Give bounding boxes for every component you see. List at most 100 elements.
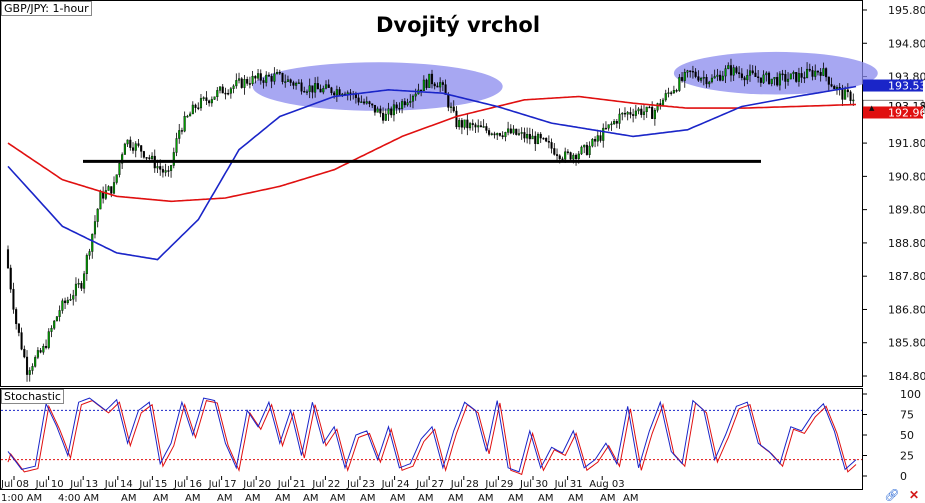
candle-body xyxy=(373,104,376,113)
x-date-label: Jul 16 xyxy=(173,479,202,490)
candle-body xyxy=(382,112,385,121)
candle-body xyxy=(449,106,453,108)
last-price-label: 192.96 xyxy=(888,106,925,119)
candle-body xyxy=(194,104,197,108)
candle-body xyxy=(384,113,387,121)
candle-body xyxy=(167,170,170,172)
candle-body xyxy=(670,92,673,94)
candle-body xyxy=(604,127,607,130)
candle-body xyxy=(594,139,597,142)
candle-body xyxy=(267,74,270,77)
candle-body xyxy=(838,87,841,89)
candle-body xyxy=(131,147,135,151)
candle-body xyxy=(66,299,69,304)
candle-body xyxy=(430,73,434,85)
candle-body xyxy=(825,68,828,78)
candle-body xyxy=(276,72,279,75)
candle-body xyxy=(553,148,556,155)
candle-body xyxy=(577,153,580,160)
candle-body xyxy=(621,112,624,115)
candle-body xyxy=(526,133,529,139)
double-top-ellipse xyxy=(252,62,503,111)
candle-body xyxy=(50,328,53,332)
candle-body xyxy=(303,91,306,93)
candle-body xyxy=(379,108,382,114)
candle-body xyxy=(142,151,145,158)
candle-body xyxy=(199,98,203,109)
candle-body xyxy=(708,81,711,85)
candle-body xyxy=(710,77,713,83)
candle-body xyxy=(121,154,124,164)
candle-body xyxy=(363,101,366,104)
candle-body xyxy=(324,84,328,89)
x-time-label: AM xyxy=(418,493,433,503)
price-tick-label: 188.80 xyxy=(888,237,925,250)
candle-body xyxy=(137,143,140,146)
candle-body xyxy=(732,67,735,76)
double-top-ellipse xyxy=(673,51,878,95)
candle-body xyxy=(811,70,814,77)
candle-body xyxy=(539,133,542,139)
candle-body xyxy=(47,331,50,348)
candle-body xyxy=(398,107,401,110)
candle-body xyxy=(118,162,121,175)
candle-body xyxy=(314,83,317,93)
ma-fast-line xyxy=(7,85,857,261)
x-date-label: Jul 22 xyxy=(311,479,340,490)
candle-body xyxy=(738,72,741,74)
stoch-k-line xyxy=(7,397,857,473)
candle-body xyxy=(99,191,102,210)
candle-body xyxy=(208,100,211,104)
x-date-label: Jul 27 xyxy=(415,479,444,490)
candle-body xyxy=(830,84,833,87)
x-time-label: AM xyxy=(390,493,405,503)
candle-body xyxy=(656,103,659,111)
link-icon[interactable]: 🔗︎ xyxy=(884,488,900,502)
candle-body xyxy=(618,113,621,124)
candle-body xyxy=(852,99,855,102)
candle-body xyxy=(409,101,412,103)
candle-body xyxy=(322,88,325,93)
candle-body xyxy=(145,157,148,159)
candle-body xyxy=(425,79,428,88)
candle-body xyxy=(338,89,341,95)
candle-body xyxy=(414,93,417,97)
candle-body xyxy=(469,123,472,129)
candle-body xyxy=(265,74,268,83)
candle-body xyxy=(333,92,336,96)
x-time-label: AM xyxy=(568,493,583,503)
candle-body xyxy=(36,350,39,358)
candle-body xyxy=(667,92,670,94)
close-icon[interactable]: ✕ xyxy=(908,488,919,502)
candle-body xyxy=(591,139,594,147)
candle-body xyxy=(778,73,781,86)
price-tick-label: 190.80 xyxy=(888,170,925,183)
candle-body xyxy=(441,82,444,85)
candle-body xyxy=(156,166,159,169)
stoch-tick-label: 75 xyxy=(900,409,914,422)
candle-body xyxy=(246,79,249,84)
candle-body xyxy=(664,93,667,101)
candle-body xyxy=(123,143,126,155)
candle-body xyxy=(368,101,371,105)
candle-body xyxy=(28,370,31,375)
candle-body xyxy=(661,99,665,106)
x-date-label: Aug 03 xyxy=(589,479,624,490)
x-time-label: AM xyxy=(121,493,136,503)
candle-body xyxy=(765,72,768,76)
candle-body xyxy=(251,75,254,85)
candle-body xyxy=(365,101,368,104)
candle-body xyxy=(335,89,338,96)
candle-body xyxy=(262,80,265,83)
candle-body xyxy=(221,86,224,94)
stoch-tick-label: 0 xyxy=(900,470,907,483)
candle-body xyxy=(746,75,749,81)
candle-body xyxy=(751,70,754,74)
candle-body xyxy=(237,78,241,81)
x-date-label: Jul 17 xyxy=(208,479,237,490)
x-time-label: AM xyxy=(600,493,615,503)
candle-body xyxy=(784,74,787,82)
candle-body xyxy=(178,130,181,139)
candle-body xyxy=(34,357,37,367)
candle-body xyxy=(724,68,727,77)
